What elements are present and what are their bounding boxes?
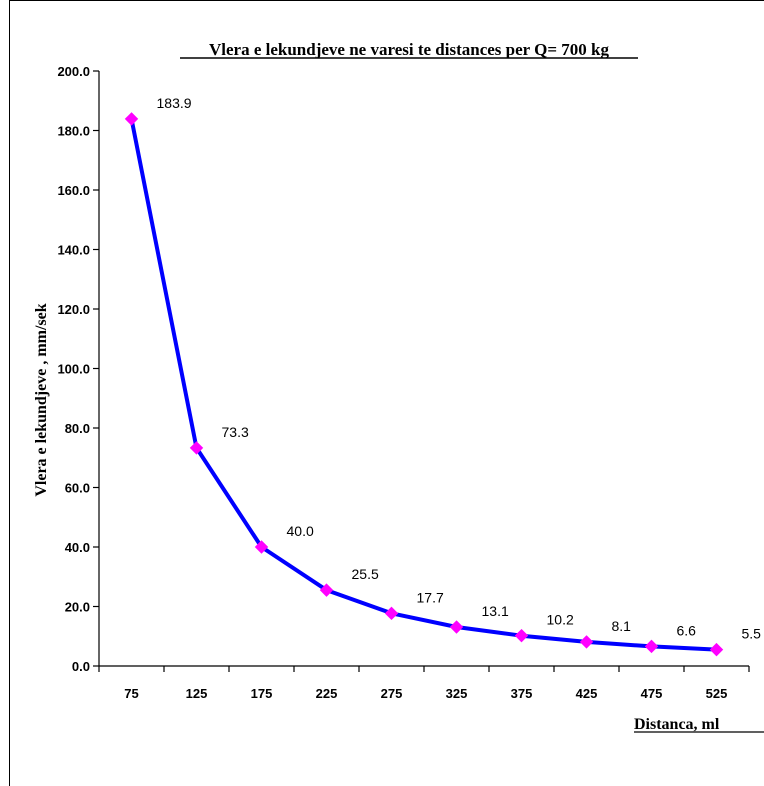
data-markers [124, 112, 724, 657]
data-label: 5.5 [742, 626, 762, 642]
y-tick-label: 60.0 [65, 481, 90, 496]
y-tick-label: 160.0 [57, 183, 90, 198]
data-label: 10.2 [547, 612, 574, 628]
x-tick-label: 325 [446, 686, 468, 701]
x-tick-label: 425 [576, 686, 598, 701]
y-tick-label: 40.0 [65, 540, 90, 555]
x-tick-label: 125 [186, 686, 208, 701]
x-axis-title: Distanca, ml [634, 716, 720, 733]
data-label: 183.9 [157, 95, 192, 111]
data-point-marker [189, 441, 204, 455]
y-tick-label: 180.0 [57, 124, 90, 139]
y-tick-label: 140.0 [57, 243, 90, 258]
y-tick-labels: 0.0 20.0 40.0 60.0 80.0 100.0 120.0 140.0 160.0 1… [57, 64, 90, 674]
x-tick-label: 175 [251, 686, 273, 701]
data-labels: 183.9 73.3 40.0 25.5 17.7 13.1 10.2 8.1 6.6 5.5 [157, 95, 762, 642]
chart-frame [9, 0, 764, 786]
y-tick-label: 120.0 [57, 302, 90, 317]
data-label: 25.5 [352, 566, 379, 582]
axes [93, 70, 750, 672]
data-label: 13.1 [482, 603, 509, 619]
data-point-marker [124, 112, 139, 126]
data-point-marker [384, 606, 399, 621]
x-tick-label: 225 [316, 686, 338, 701]
x-tick-label: 525 [706, 686, 728, 701]
chart-title: Vlera e lekundjeve ne varesi te distance… [209, 40, 610, 59]
y-tick-label: 20.0 [65, 600, 90, 615]
x-tick-label: 275 [381, 686, 403, 701]
x-tick-label: 375 [511, 686, 533, 701]
data-point-marker [644, 639, 659, 654]
data-label: 6.6 [677, 622, 697, 638]
y-axis-title: Vlera e lekundjeve , mm/sek [33, 303, 50, 496]
x-tick-labels: 75 125 175 225 275 325 375 425 475 525 [124, 686, 727, 701]
data-point-marker [579, 635, 594, 649]
data-point-marker [319, 583, 334, 597]
x-tick-label: 475 [641, 686, 663, 701]
data-label: 8.1 [612, 618, 632, 634]
data-point-marker [254, 540, 269, 554]
y-tick-label: 200.0 [57, 64, 90, 79]
data-label: 17.7 [417, 589, 444, 605]
data-label: 40.0 [287, 523, 314, 539]
y-tick-label: 0.0 [72, 659, 90, 674]
y-tick-label: 100.0 [57, 362, 90, 377]
data-point-marker [709, 642, 724, 657]
data-point-marker [449, 620, 464, 634]
y-tick-label: 80.0 [65, 421, 90, 436]
series-line [129, 118, 717, 652]
x-tick-label: 75 [124, 686, 138, 701]
data-point-marker [514, 628, 529, 643]
data-label: 73.3 [222, 424, 249, 440]
